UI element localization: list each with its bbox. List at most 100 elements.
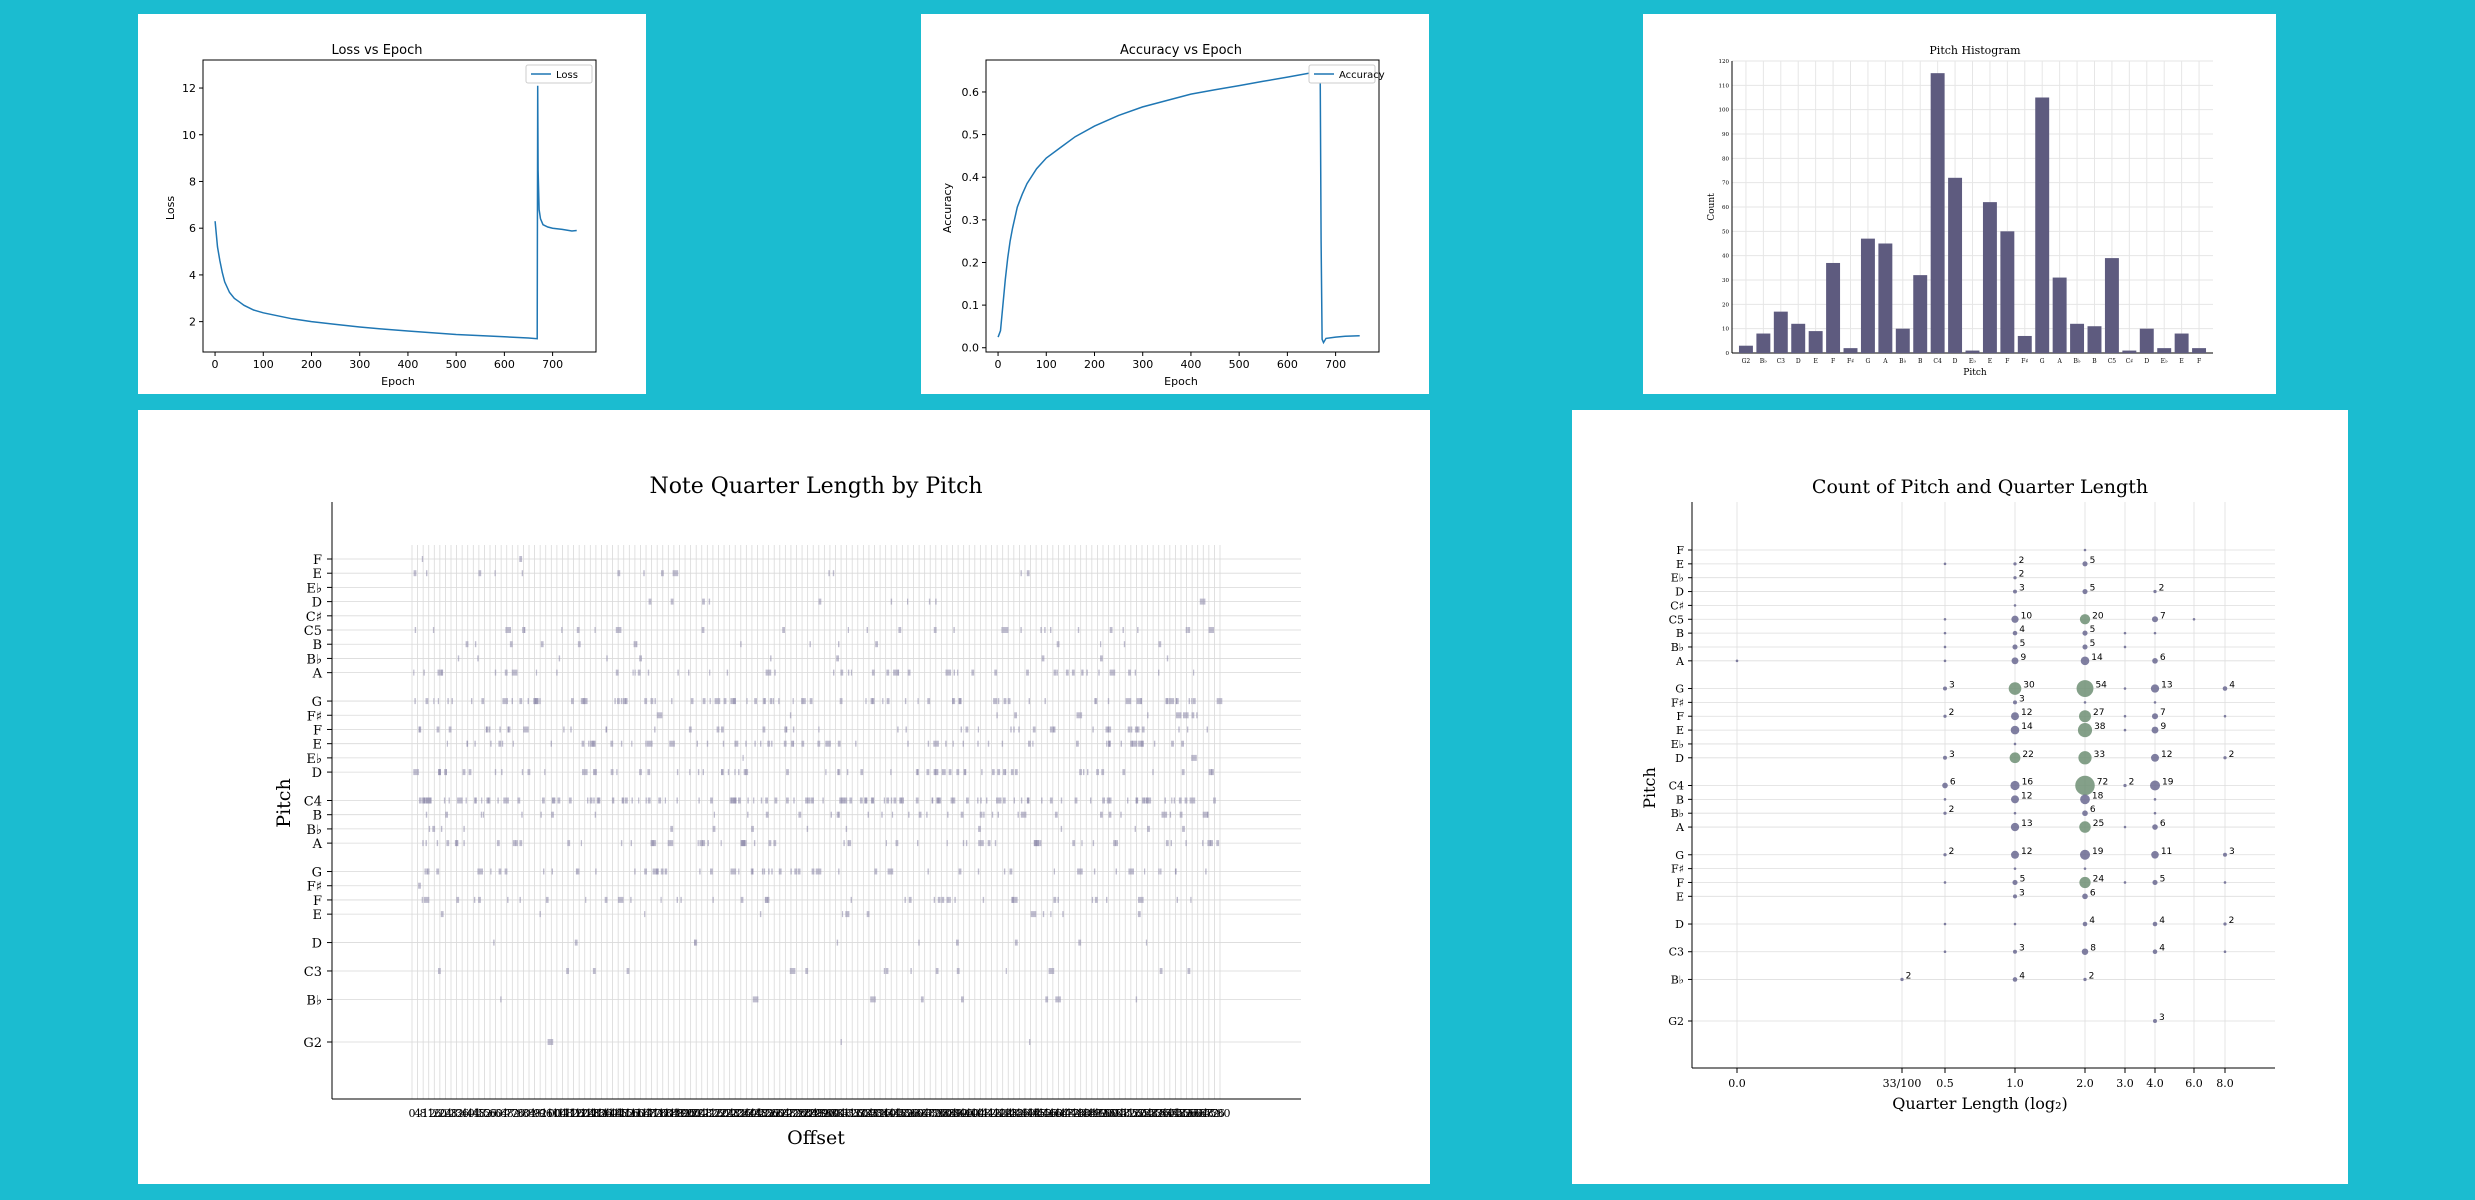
note-mark	[945, 740, 947, 747]
note-mark	[1128, 669, 1131, 676]
y-tick-label: 20	[1722, 302, 1729, 308]
note-mark	[1096, 769, 1099, 776]
note-mark	[1094, 896, 1098, 903]
note-mark	[837, 769, 841, 776]
note-mark	[714, 698, 721, 705]
note-mark	[697, 840, 699, 847]
bubble-count-label: 33	[2094, 750, 2105, 760]
note-mark	[630, 896, 632, 903]
x-tick-label: 316	[842, 1107, 863, 1120]
note-mark	[487, 797, 491, 804]
x-tick-label: 0.0	[1728, 1077, 1746, 1090]
x-tick-label: 160	[624, 1107, 645, 1120]
y-tick-label: C♯	[306, 610, 322, 625]
note-mark	[740, 641, 742, 648]
note-mark	[517, 797, 521, 804]
bubble	[2083, 701, 2087, 704]
note-mark	[933, 627, 937, 633]
x-tick-label: 700	[542, 358, 563, 371]
note-mark	[1115, 868, 1117, 875]
note-mark	[848, 840, 852, 847]
note-mark	[519, 556, 523, 562]
note-mark	[956, 939, 959, 946]
note-mark	[822, 797, 824, 804]
x-tick-label: 536	[1148, 1107, 1169, 1120]
note-mark	[1170, 840, 1172, 847]
note-mark	[1001, 740, 1004, 747]
x-tick-label: 336	[870, 1107, 891, 1120]
x-tick-label: 180	[652, 1107, 673, 1120]
note-mark	[1054, 811, 1058, 818]
bubble-count-label: 13	[2161, 681, 2172, 691]
note-mark	[631, 740, 633, 747]
pitch-count-bubble-panel: Count of Pitch and Quarter Length 0.0 33/…	[1572, 410, 2348, 1184]
bar	[1965, 350, 1980, 353]
note-mark	[575, 868, 578, 875]
note-mark	[987, 740, 990, 747]
note-mark	[843, 840, 845, 847]
note-mark	[765, 811, 769, 818]
bubble	[1943, 659, 1947, 663]
y-tick-label: E	[313, 567, 323, 582]
note-mark	[941, 769, 943, 776]
note-mark	[768, 840, 772, 847]
note-mark	[620, 840, 623, 847]
note-mark	[792, 740, 795, 747]
note-mark	[1191, 754, 1197, 761]
note-mark	[1128, 868, 1134, 875]
note-mark	[521, 570, 524, 577]
bubble	[2149, 780, 2161, 791]
bubble	[1943, 881, 1947, 884]
note-mark	[519, 896, 521, 903]
note-mark	[890, 797, 893, 804]
note-mark	[1138, 896, 1144, 903]
bubble	[2080, 656, 2090, 666]
bubble	[2013, 562, 2017, 566]
note-mark	[1032, 740, 1034, 747]
bar	[1860, 238, 1875, 353]
note-mark	[1042, 911, 1045, 918]
note-mark	[778, 868, 782, 875]
note-mark	[490, 868, 492, 875]
x-tick-label: 512	[1115, 1107, 1136, 1120]
bubble	[1942, 782, 1948, 789]
bar	[2192, 348, 2207, 353]
note-mark	[760, 740, 762, 747]
note-mark	[570, 726, 572, 733]
note-mark	[836, 655, 839, 662]
x-tick-label: 256	[758, 1107, 779, 1120]
bubble-count-label: 2	[2159, 584, 2165, 594]
y-axis-label: Pitch	[1640, 767, 1659, 809]
note-mark	[654, 698, 656, 705]
note-mark	[956, 769, 960, 776]
chart-title: Pitch Histogram	[1929, 44, 2021, 57]
note-mark	[836, 939, 839, 946]
note-mark	[958, 868, 962, 875]
note-mark	[839, 698, 843, 705]
note-mark	[468, 769, 472, 776]
note-mark	[1100, 641, 1102, 648]
note-mark	[730, 868, 737, 875]
bubble	[2152, 949, 2158, 955]
y-tick-label: G	[1675, 683, 1684, 696]
plot-frame	[202, 59, 597, 353]
y-tick-label: F♯	[307, 709, 322, 724]
note-mark	[1122, 627, 1124, 633]
bubble-count-label: 4	[2019, 971, 2025, 981]
note-mark	[907, 669, 911, 676]
x-tick-label: B♭	[1899, 358, 1906, 365]
note-mark	[478, 570, 482, 577]
note-mark	[432, 825, 436, 832]
x-tick-label: 564	[1187, 1107, 1208, 1120]
note-mark	[981, 769, 983, 776]
note-mark	[633, 641, 637, 648]
note-mark	[474, 740, 476, 747]
x-tick-label: 232	[725, 1107, 746, 1120]
note-mark	[792, 726, 795, 733]
note-mark	[623, 698, 626, 705]
note-mark	[639, 655, 642, 662]
x-tick-label: 388	[942, 1107, 963, 1120]
note-mark	[501, 769, 503, 776]
bubble	[2192, 617, 2196, 621]
note-mark	[494, 669, 497, 676]
